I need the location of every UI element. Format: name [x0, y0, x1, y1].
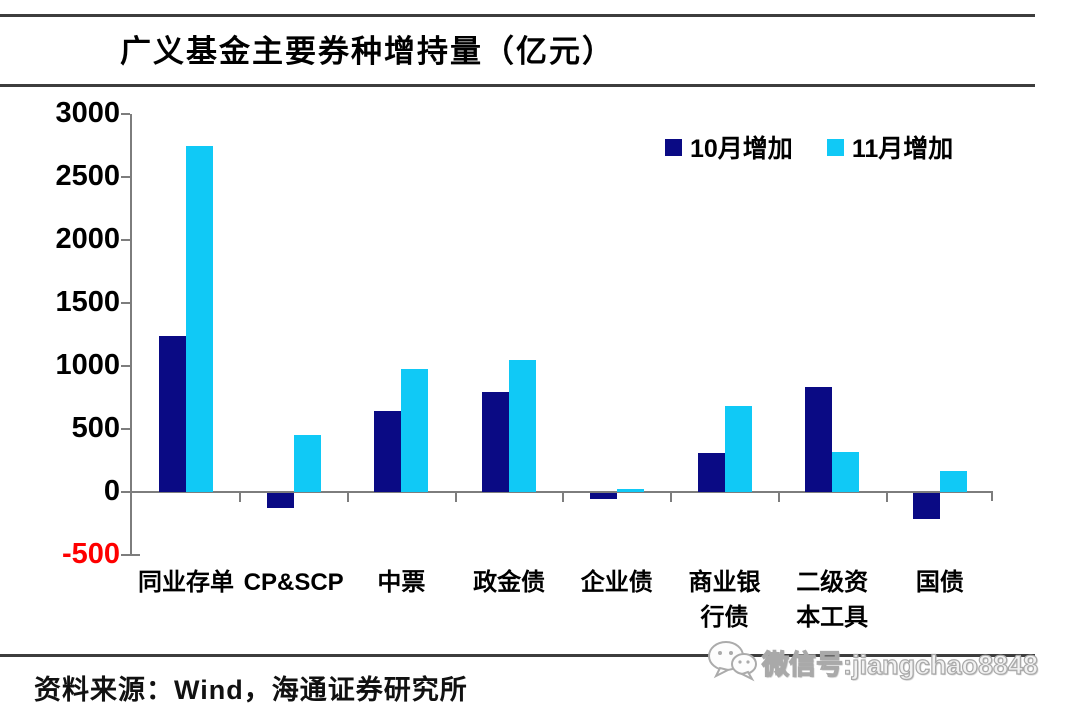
bar-october-1: [159, 335, 186, 492]
bar-november-5: [616, 489, 644, 492]
bar-october-3: [374, 411, 402, 492]
footer-divider: [0, 654, 1035, 657]
bar-october-4: [482, 392, 510, 492]
x-axis-category-label: 中票: [377, 566, 425, 601]
x-axis-tick-mark: [454, 493, 457, 502]
chart-legend: 10月增加 11月增加: [665, 129, 953, 165]
y-axis-tick-mark: [121, 176, 130, 178]
x-axis-category-label-line: 商业银: [688, 569, 761, 596]
x-axis-tick-mark: [670, 493, 673, 502]
x-axis-tick-mark: [562, 493, 565, 502]
bar-october-6: [697, 452, 725, 492]
y-axis-tick-label: 1000: [55, 348, 120, 381]
x-axis-category-label-line: 行债: [700, 603, 749, 631]
y-axis-tick-label: 500: [71, 411, 120, 444]
bar-october-5: [589, 493, 617, 500]
bar-october-8: [912, 493, 940, 520]
y-axis-tick-label: 3000: [55, 96, 120, 129]
y-axis-tick-mark: [121, 365, 130, 367]
bar-november-4: [509, 359, 537, 492]
watermark-text: 微信号:jiangchao8848: [761, 649, 1039, 680]
y-axis-tick-label: 2000: [55, 222, 120, 255]
y-axis-tick-label: 2500: [55, 159, 120, 192]
wechat-watermark: 微信号:jiangchao8848: [706, 638, 1039, 687]
legend-entry-november: 11月增加: [826, 129, 954, 165]
bar-october-2: [266, 493, 294, 509]
x-axis-tick-mark: [239, 493, 242, 502]
x-axis-category-label: 国债: [916, 566, 964, 601]
x-axis-category-label-line: 本工具: [796, 603, 869, 631]
november-series-swatch-icon: [826, 138, 844, 156]
y-axis-tick-mark: [121, 428, 130, 430]
x-axis-category-label-line: CP&SCP: [243, 569, 344, 596]
y-axis-line: [130, 114, 132, 556]
x-axis-category-label: 同业存单: [138, 566, 234, 601]
bar-chart: 3000 2500 2000 1500 1000 500 0 -500 同业存单 CP&SCP 中票…: [0, 90, 1080, 650]
x-axis-category-label-line: 二级资: [796, 569, 869, 596]
x-axis-category-label-line: 国债: [915, 569, 964, 596]
top-divider: [0, 14, 1035, 17]
x-axis-line: [130, 491, 993, 493]
x-axis-end-tick: [991, 492, 993, 501]
bar-november-2: [293, 435, 321, 492]
bar-november-7: [832, 451, 860, 492]
bar-november-1: [186, 145, 213, 492]
legend-entry-october: 10月增加: [665, 129, 793, 165]
y-axis-tick-mark: [121, 113, 130, 115]
y-axis-tick-mark: [121, 302, 130, 304]
x-axis-tick-mark: [347, 493, 350, 502]
x-axis-category-label-line: 政金债: [473, 569, 546, 596]
bar-october-7: [805, 387, 833, 492]
x-axis-category-label: CP&SCP: [244, 566, 344, 601]
bar-november-3: [401, 368, 429, 492]
x-axis-category-label-line: 企业债: [580, 569, 653, 596]
y-axis-tick-mark: [121, 239, 130, 241]
bar-november-8: [939, 470, 967, 492]
x-axis-category-label: 政金债: [473, 566, 545, 601]
x-axis-category-label: 企业债: [581, 566, 653, 601]
legend-label: 11月增加: [851, 135, 954, 163]
x-axis-category-label: 二级资 本工具: [796, 566, 868, 636]
y-axis-tick-label: 1500: [55, 285, 120, 318]
title-divider: [0, 84, 1035, 87]
y-axis-tick-label: -500: [61, 537, 120, 570]
y-axis-foot-tick: [132, 554, 140, 556]
y-axis-tick-mark: [121, 491, 130, 493]
x-axis-tick-mark: [885, 493, 888, 502]
x-axis-category-label: 商业银 行债: [689, 566, 761, 636]
y-axis-tick-label: 0: [103, 474, 120, 507]
x-axis-category-label-line: 同业存单: [138, 569, 234, 596]
october-series-swatch-icon: [665, 138, 682, 156]
chart-title: 广义基金主要券种增持量（亿元）: [120, 34, 615, 69]
data-source-note: 资料来源：Wind，海通证券研究所: [34, 675, 468, 705]
x-axis-tick-mark: [777, 493, 780, 502]
wechat-icon: [706, 638, 758, 687]
bar-november-6: [724, 406, 752, 492]
legend-label: 10月增加: [690, 135, 793, 163]
y-axis-tick-mark: [121, 554, 130, 556]
x-axis-category-label-line: 中票: [377, 569, 426, 596]
